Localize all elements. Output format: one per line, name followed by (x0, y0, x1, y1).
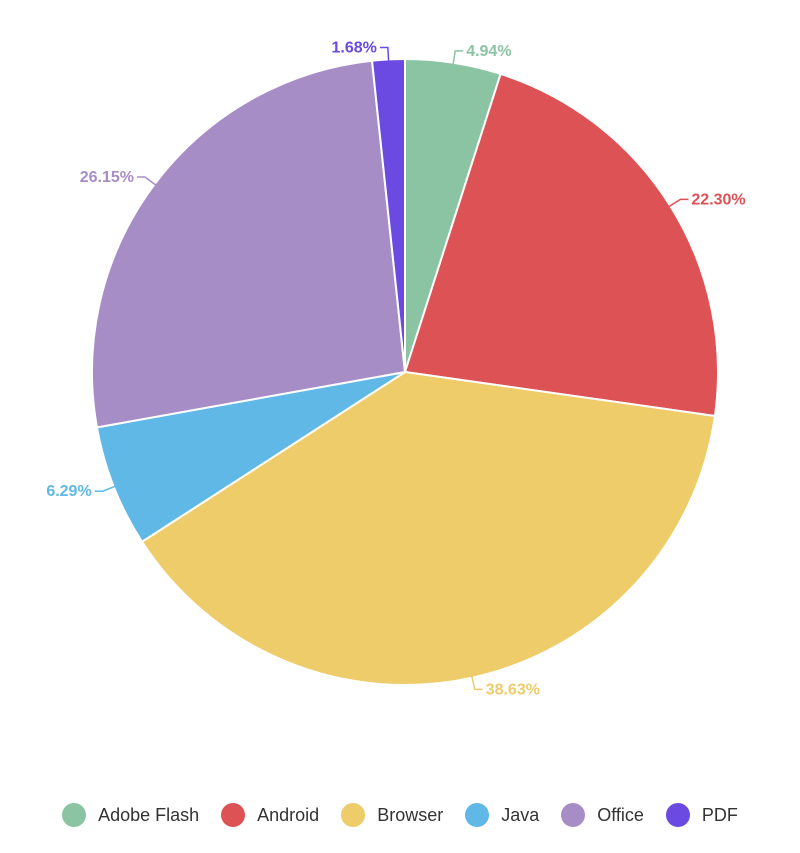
legend-item-browser[interactable]: Browser (341, 803, 443, 827)
legend-label-pdf: PDF (701, 804, 738, 825)
slice-label-browser: 38.63% (486, 681, 540, 698)
slice-label-android: 22.30% (691, 191, 745, 208)
legend-label-android: Android (257, 804, 320, 825)
legend-label-java: Java (501, 804, 540, 825)
legend-item-android[interactable]: Android (221, 803, 319, 827)
pie-slice-office (91, 59, 407, 429)
legend-swatch-office (561, 803, 586, 827)
legend-swatch-browser (341, 803, 366, 827)
pie-labels: 4.94% 22.30% 38.63% 6.29% 26.15% 1.68% (46, 40, 745, 699)
slice-label-office: 26.15% (80, 169, 134, 186)
legend-item-pdf[interactable]: PDF (665, 803, 738, 827)
legend-label-adobe-flash: Adobe Flash (98, 804, 200, 825)
leader-line-office (137, 176, 157, 186)
slice-label-adobe-flash: 4.94% (466, 43, 511, 60)
legend-item-office[interactable]: Office (561, 803, 644, 827)
legend-item-java[interactable]: Java (465, 803, 539, 827)
legend-label-office: Office (597, 804, 644, 825)
legend-swatch-pdf (665, 803, 690, 827)
legend-item-adobe-flash[interactable]: Adobe Flash (62, 803, 199, 827)
leader-line-android (668, 198, 689, 208)
slice-label-pdf: 1.68% (332, 40, 377, 57)
slice-label-java: 6.29% (46, 483, 91, 500)
legend-swatch-java (465, 803, 490, 827)
pie-chart-svg: 4.94% 22.30% 38.63% 6.29% 26.15% 1.68% (46, 40, 745, 699)
leader-line-java (94, 485, 116, 492)
pie-slices (91, 57, 720, 686)
leader-line-adobe-flash (452, 50, 464, 65)
leader-line-browser (470, 675, 483, 691)
leader-line-pdf (379, 46, 390, 62)
legend-label-browser: Browser (377, 804, 444, 825)
chart-legend: Adobe Flash Android Browser Java Office PDF (0, 795, 800, 835)
legend-swatch-android (221, 803, 246, 827)
legend-swatch-adobe-flash (62, 803, 87, 827)
